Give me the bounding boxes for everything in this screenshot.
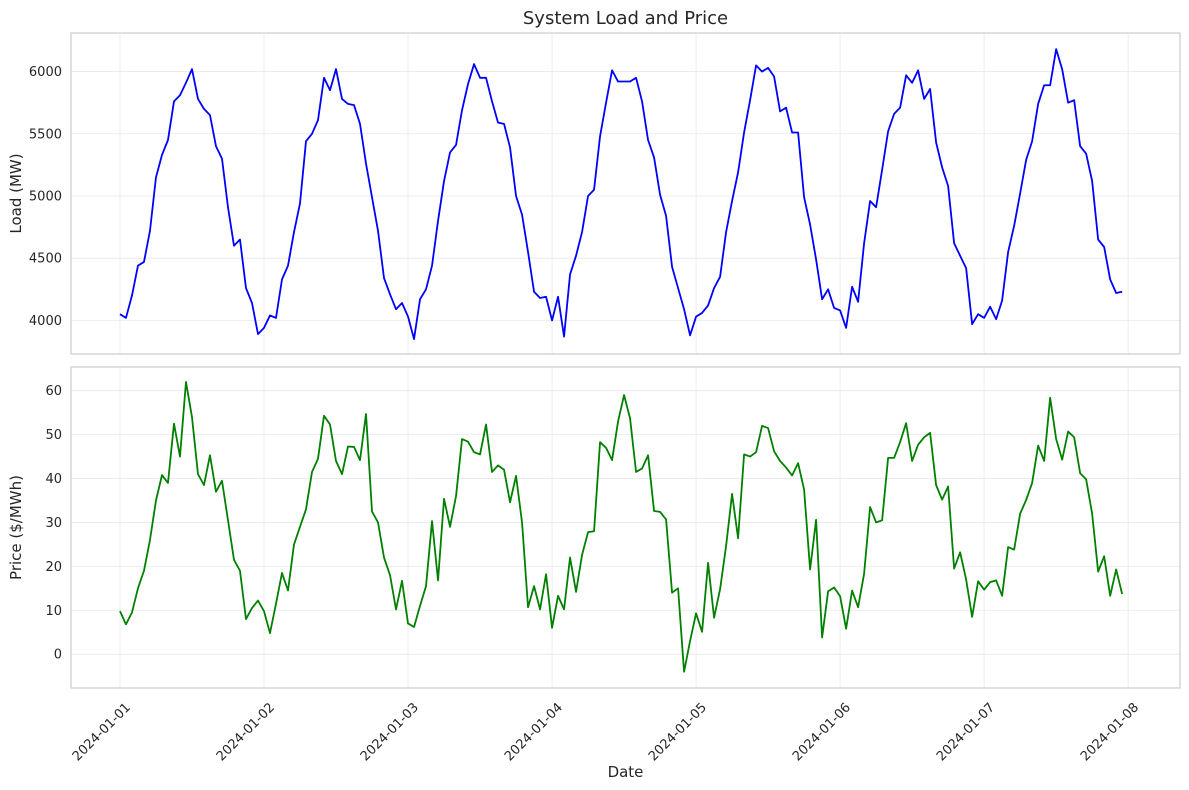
price-series-line	[119, 381, 1124, 673]
y-tick-label: 4500	[29, 252, 62, 267]
load-y-axis-label: Load (MW)	[7, 153, 25, 233]
y-tick-label: 50	[45, 428, 62, 443]
y-tick-label: 20	[45, 560, 62, 575]
y-tick-label: 6000	[29, 65, 62, 80]
y-tick-label: 60	[45, 384, 62, 399]
y-tick-label: 40	[45, 472, 62, 487]
x-axis-label: Date	[608, 763, 644, 781]
price-panel: 0 10 20 30 40 50 60 Price ($/MWh)	[7, 366, 1181, 689]
y-tick-label: 5500	[29, 127, 62, 142]
load-panel: 4000 4500 5000 5500 6000 Load (MW)	[7, 32, 1181, 355]
price-y-axis-label: Price ($/MWh)	[7, 475, 25, 580]
price-plot-frame	[70, 366, 1181, 689]
load-plot-frame	[70, 32, 1181, 355]
chart-title: System Load and Price	[523, 8, 728, 29]
y-tick-label: 10	[45, 604, 62, 619]
y-tick-label: 4000	[29, 314, 62, 329]
y-tick-label: 0	[54, 648, 62, 663]
y-tick-label: 30	[45, 516, 62, 531]
load-series-line	[119, 48, 1123, 340]
y-tick-label: 5000	[29, 189, 62, 204]
